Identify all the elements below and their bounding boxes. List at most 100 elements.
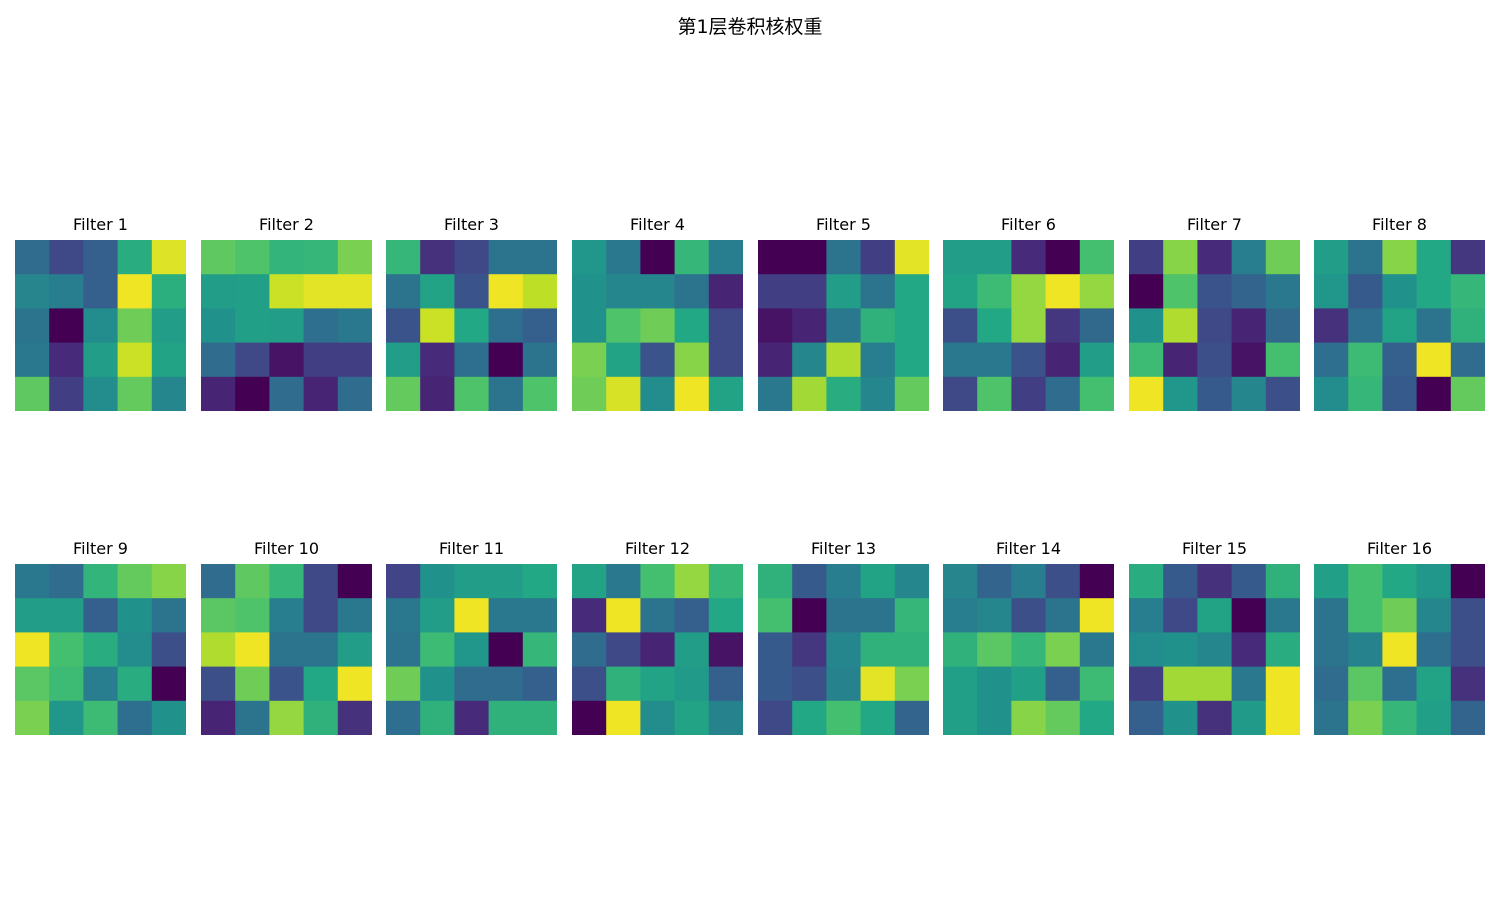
filter-heatmap-11 <box>386 564 557 735</box>
heatmap-cell <box>792 376 827 411</box>
heatmap-cell <box>1011 564 1047 599</box>
heatmap-cell <box>1382 342 1418 378</box>
heatmap-cell <box>860 598 896 633</box>
heatmap-cell <box>117 666 153 702</box>
heatmap-cell <box>1011 240 1047 275</box>
heatmap-cell <box>1129 564 1164 599</box>
heatmap-svg-6 <box>943 240 1114 411</box>
heatmap-cell <box>1011 700 1047 735</box>
heatmap-cell <box>83 632 119 668</box>
heatmap-cell <box>1348 564 1383 599</box>
heatmap-cell <box>943 240 978 275</box>
filter-heatmap-1 <box>15 240 186 411</box>
heatmap-svg-16 <box>1314 564 1485 735</box>
heatmap-cell <box>201 342 236 378</box>
filter-heatmap-7 <box>1129 240 1300 411</box>
heatmap-cell <box>860 666 896 702</box>
heatmap-cell <box>454 342 490 378</box>
filter-title-13: Filter 13 <box>810 539 877 558</box>
heatmap-cell <box>1129 240 1164 275</box>
heatmap-cell <box>1416 342 1452 378</box>
heatmap-cell <box>758 274 793 309</box>
heatmap-cell <box>640 308 676 344</box>
heatmap-cell <box>454 598 490 633</box>
heatmap-cell <box>1129 598 1164 633</box>
heatmap-cell <box>386 240 421 275</box>
heatmap-cell <box>1265 376 1300 411</box>
heatmap-cell <box>386 666 421 702</box>
heatmap-cell <box>201 240 236 275</box>
heatmap-cell <box>1045 598 1081 633</box>
heatmap-cell <box>792 564 827 599</box>
heatmap-cell <box>1011 632 1047 668</box>
heatmap-cell <box>826 564 862 599</box>
heatmap-cell <box>235 632 270 668</box>
heatmap-cell <box>386 376 421 411</box>
heatmap-cell <box>337 376 372 411</box>
heatmap-cell <box>386 342 421 378</box>
heatmap-cell <box>1129 632 1164 668</box>
heatmap-cell <box>117 376 153 411</box>
heatmap-cell <box>1265 342 1300 378</box>
heatmap-cell <box>49 700 84 735</box>
heatmap-cell <box>1416 308 1452 344</box>
heatmap-cell <box>235 308 270 344</box>
heatmap-cell <box>943 274 978 309</box>
heatmap-cell <box>337 632 372 668</box>
heatmap-cell <box>1265 598 1300 633</box>
heatmap-cell <box>1382 598 1418 633</box>
heatmap-cell <box>454 666 490 702</box>
heatmap-cell <box>1197 632 1233 668</box>
heatmap-cell <box>977 632 1012 668</box>
filter-heatmap-3 <box>386 240 557 411</box>
heatmap-cell <box>1197 376 1233 411</box>
heatmap-cell <box>522 308 557 344</box>
heatmap-cell <box>640 376 676 411</box>
heatmap-cell <box>337 308 372 344</box>
heatmap-cell <box>860 376 896 411</box>
heatmap-cell <box>758 598 793 633</box>
heatmap-svg-13 <box>758 564 929 735</box>
heatmap-cell <box>792 308 827 344</box>
heatmap-cell <box>454 240 490 275</box>
filter-heatmap-6 <box>943 240 1114 411</box>
heatmap-cell <box>640 240 676 275</box>
heatmap-cell <box>201 632 236 668</box>
heatmap-cell <box>792 666 827 702</box>
heatmap-cell <box>1265 700 1300 735</box>
heatmap-cell <box>640 342 676 378</box>
heatmap-cell <box>1231 700 1267 735</box>
heatmap-cell <box>522 274 557 309</box>
heatmap-cell <box>1197 342 1233 378</box>
heatmap-cell <box>420 700 455 735</box>
heatmap-cell <box>1197 598 1233 633</box>
heatmap-svg-2 <box>201 240 372 411</box>
heatmap-cell <box>1011 342 1047 378</box>
heatmap-cell <box>303 274 339 309</box>
heatmap-cell <box>1416 598 1452 633</box>
heatmap-cell <box>151 700 186 735</box>
filter-title-6: Filter 6 <box>1001 215 1056 234</box>
heatmap-cell <box>606 240 641 275</box>
heatmap-cell <box>1450 342 1485 378</box>
heatmap-cell <box>860 274 896 309</box>
heatmap-cell <box>15 274 50 309</box>
heatmap-cell <box>640 700 676 735</box>
heatmap-cell <box>337 564 372 599</box>
heatmap-cell <box>1314 632 1349 668</box>
heatmap-cell <box>708 564 743 599</box>
heatmap-svg-3 <box>386 240 557 411</box>
heatmap-cell <box>674 598 710 633</box>
heatmap-cell <box>758 240 793 275</box>
heatmap-cell <box>337 700 372 735</box>
heatmap-cell <box>977 342 1012 378</box>
heatmap-cell <box>1197 700 1233 735</box>
filter-heatmap-12 <box>572 564 743 735</box>
heatmap-cell <box>708 240 743 275</box>
heatmap-cell <box>894 666 929 702</box>
heatmap-cell <box>1314 700 1349 735</box>
heatmap-cell <box>708 342 743 378</box>
heatmap-cell <box>1450 598 1485 633</box>
filter-title-14: Filter 14 <box>995 539 1062 558</box>
heatmap-cell <box>117 564 153 599</box>
